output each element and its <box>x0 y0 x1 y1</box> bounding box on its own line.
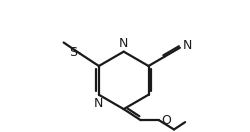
Text: O: O <box>161 114 171 127</box>
Text: N: N <box>118 37 128 50</box>
Text: N: N <box>183 39 192 52</box>
Text: S: S <box>69 46 77 59</box>
Text: N: N <box>94 97 103 110</box>
